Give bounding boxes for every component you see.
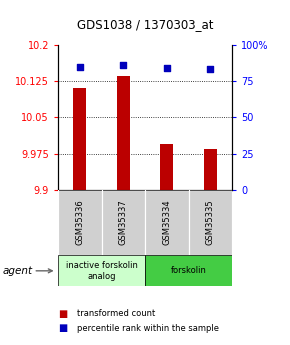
Bar — [102, 190, 145, 255]
Text: GDS1038 / 1370303_at: GDS1038 / 1370303_at — [77, 18, 213, 31]
Bar — [58, 190, 102, 255]
Point — [121, 62, 126, 68]
Bar — [117, 76, 130, 190]
Text: ■: ■ — [58, 309, 67, 319]
Text: inactive forskolin
analog: inactive forskolin analog — [66, 261, 137, 280]
Text: GSM35334: GSM35334 — [162, 200, 171, 245]
Text: agent: agent — [3, 266, 33, 276]
Text: GSM35337: GSM35337 — [119, 200, 128, 245]
Point — [208, 67, 213, 72]
Bar — [73, 88, 86, 190]
Point — [164, 65, 169, 71]
Point — [77, 64, 82, 69]
Bar — [58, 255, 145, 286]
Bar — [204, 149, 217, 190]
Text: GSM35335: GSM35335 — [206, 200, 215, 245]
Text: GSM35336: GSM35336 — [75, 200, 84, 245]
Bar — [145, 255, 232, 286]
Bar — [188, 190, 232, 255]
Text: ■: ■ — [58, 324, 67, 333]
Bar — [145, 190, 188, 255]
Text: percentile rank within the sample: percentile rank within the sample — [77, 324, 219, 333]
Bar — [160, 144, 173, 190]
Text: transformed count: transformed count — [77, 309, 155, 318]
Text: forskolin: forskolin — [171, 266, 206, 275]
